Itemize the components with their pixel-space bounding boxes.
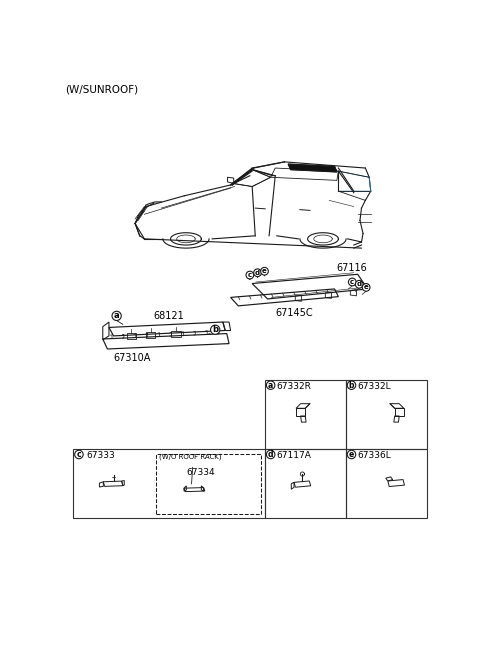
Text: e: e — [364, 285, 369, 291]
Text: a: a — [114, 312, 120, 320]
Circle shape — [362, 283, 370, 291]
Bar — [156, 454, 261, 514]
Circle shape — [75, 450, 83, 459]
Bar — [146, 333, 155, 338]
Circle shape — [266, 450, 275, 459]
Polygon shape — [288, 164, 337, 172]
Text: (W/O ROOF RACK): (W/O ROOF RACK) — [159, 454, 221, 461]
Text: a: a — [268, 380, 273, 390]
Circle shape — [246, 271, 254, 279]
Text: d: d — [357, 281, 362, 287]
Text: d: d — [268, 450, 274, 459]
Circle shape — [261, 268, 268, 275]
Circle shape — [254, 269, 262, 277]
Circle shape — [347, 381, 356, 390]
Text: 67310A: 67310A — [114, 353, 151, 363]
Text: e: e — [262, 268, 267, 274]
Text: e: e — [349, 450, 354, 459]
Circle shape — [112, 311, 121, 321]
Text: 67116: 67116 — [337, 263, 368, 273]
Circle shape — [211, 325, 220, 335]
Bar — [127, 333, 136, 339]
Bar — [265, 380, 346, 449]
Text: 67336L: 67336L — [358, 451, 391, 461]
Text: 67333: 67333 — [86, 451, 115, 461]
Bar — [346, 449, 427, 518]
Text: 67332R: 67332R — [277, 382, 312, 391]
Text: d: d — [255, 270, 260, 276]
Bar — [171, 331, 180, 337]
Text: (W/SUNROOF): (W/SUNROOF) — [65, 85, 138, 95]
Text: 67145C: 67145C — [275, 308, 313, 318]
Text: b: b — [212, 325, 218, 335]
Text: 67334: 67334 — [187, 468, 216, 476]
Circle shape — [355, 281, 363, 288]
Circle shape — [347, 450, 356, 459]
Bar — [265, 449, 346, 518]
Text: 68121: 68121 — [154, 311, 184, 321]
Circle shape — [348, 278, 356, 286]
Text: b: b — [349, 380, 354, 390]
Bar — [73, 449, 265, 518]
Bar — [346, 380, 427, 449]
Circle shape — [266, 381, 275, 390]
Text: c: c — [77, 450, 81, 459]
Text: c: c — [350, 279, 354, 285]
Text: 67332L: 67332L — [358, 382, 391, 391]
Text: c: c — [248, 272, 252, 278]
Text: 67117A: 67117A — [277, 451, 312, 461]
